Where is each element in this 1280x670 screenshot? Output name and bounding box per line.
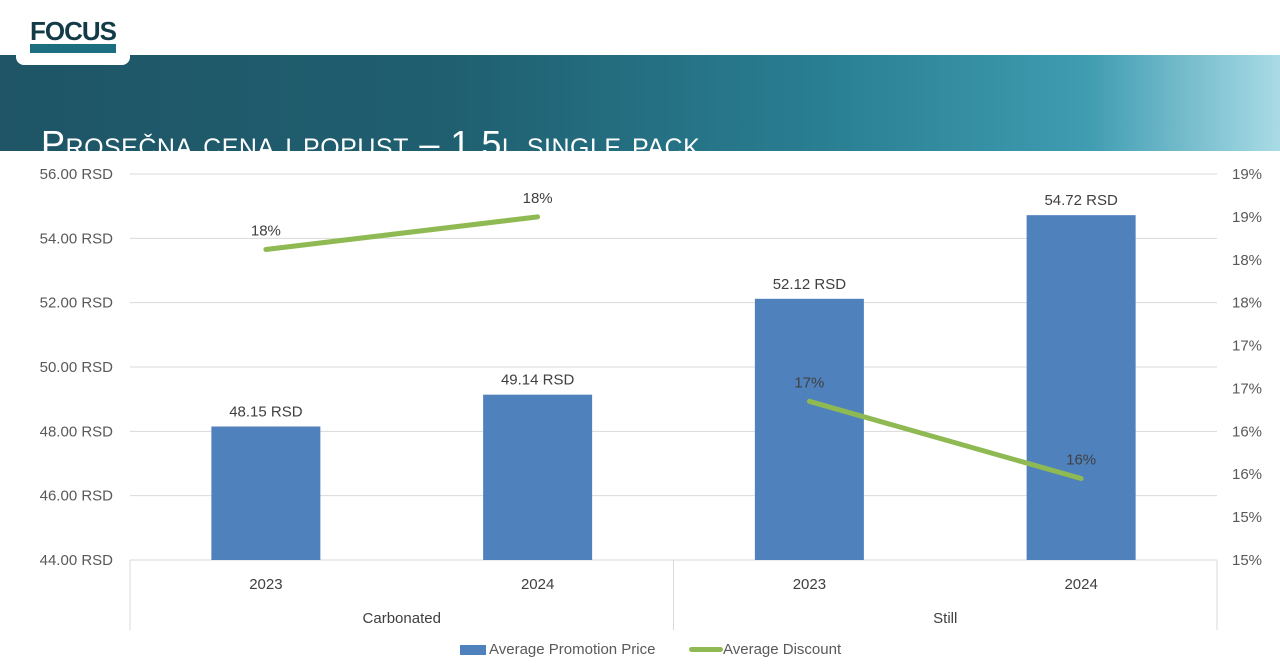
page-title: Prosečna cena i popust – 1,5l single pac… — [41, 123, 701, 164]
logo: FOCUS — [16, 0, 130, 65]
y-right-tick-label: 19% — [1232, 209, 1262, 226]
y-left-tick-label: 48.00 RSD — [40, 423, 114, 440]
x-group-label: Carbonated — [363, 610, 441, 627]
x-tick-label: 2023 — [249, 576, 282, 593]
legend-label-price: Average Promotion Price — [489, 641, 656, 658]
bar-data-label: 52.12 RSD — [773, 276, 847, 293]
y-right-tick-label: 16% — [1232, 423, 1262, 440]
x-tick-label: 2024 — [1064, 576, 1097, 593]
y-right-tick-label: 17% — [1232, 380, 1262, 397]
legend-item-price: Average Promotion Price — [460, 641, 655, 658]
bar — [211, 426, 321, 560]
x-tick-label: 2023 — [793, 576, 826, 593]
discount-line — [263, 214, 541, 252]
y-left-tick-label: 52.00 RSD — [40, 295, 114, 312]
x-group-label: Still — [933, 610, 957, 627]
discount-data-label: 16% — [1066, 452, 1096, 469]
bar-data-label: 49.14 RSD — [501, 372, 575, 389]
y-right-tick-label: 15% — [1232, 552, 1262, 569]
y-right-tick-label: 16% — [1232, 466, 1262, 483]
bar-data-label: 54.72 RSD — [1044, 192, 1118, 209]
bar-data-label: 48.15 RSD — [229, 404, 303, 421]
y-right-tick-label: 17% — [1232, 338, 1262, 355]
legend: Average Promotion Price Average Discount — [0, 641, 1280, 661]
logo-bar — [30, 44, 116, 53]
legend-swatch-line — [689, 647, 723, 652]
discount-line — [806, 398, 1084, 482]
y-left-tick-label: 50.00 RSD — [40, 359, 114, 376]
y-left-tick-label: 44.00 RSD — [40, 552, 114, 569]
discount-data-label: 18% — [251, 222, 281, 239]
page-subtitle: Dijagram 4. Baza: bruto oglašivačka vred… — [41, 175, 444, 197]
bar — [483, 394, 593, 560]
logo-text: FOCUS — [30, 16, 117, 46]
y-right-tick-label: 15% — [1232, 509, 1262, 526]
y-right-tick-label: 18% — [1232, 295, 1262, 312]
bar — [754, 298, 864, 560]
bar — [1026, 215, 1136, 560]
title-banner: Prosečna cena i popust – 1,5l single pac… — [0, 55, 1280, 197]
y-left-tick-label: 56.00 RSD — [40, 166, 114, 183]
x-tick-label: 2024 — [521, 576, 554, 593]
y-left-tick-label: 54.00 RSD — [40, 230, 114, 247]
legend-swatch-bar — [460, 644, 486, 655]
discount-data-label: 17% — [794, 374, 824, 391]
y-left-tick-label: 46.00 RSD — [40, 488, 114, 505]
y-right-tick-label: 19% — [1232, 166, 1262, 183]
y-right-tick-label: 18% — [1232, 252, 1262, 269]
discount-data-label: 18% — [523, 190, 553, 207]
legend-label-discount: Average Discount — [723, 641, 842, 658]
legend-item-discount: Average Discount — [689, 641, 841, 658]
